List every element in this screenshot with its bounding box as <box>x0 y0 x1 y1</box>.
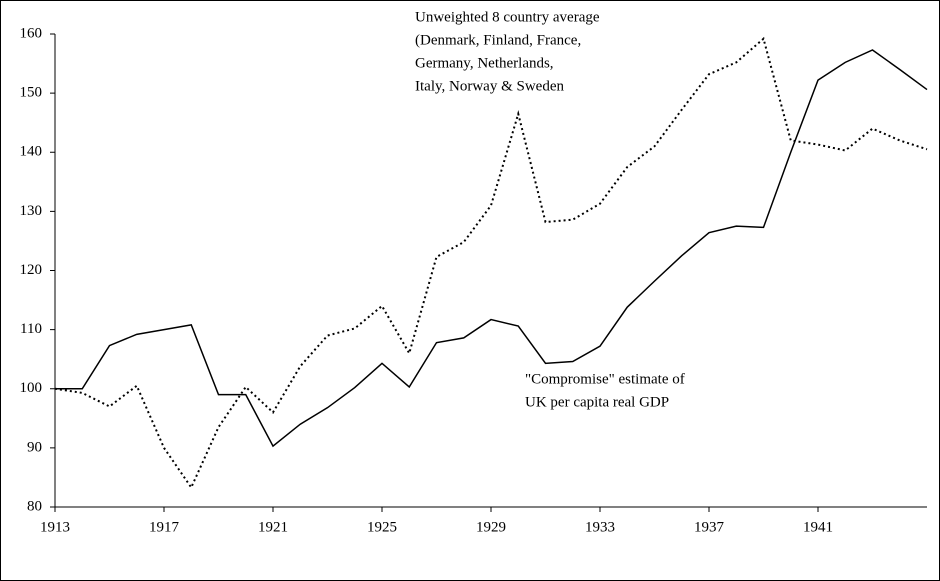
series-line <box>55 49 928 448</box>
annotation: UK per capita real GDP <box>525 394 669 410</box>
y-tick-label: 130 <box>20 203 43 219</box>
y-tick-label: 120 <box>20 262 43 278</box>
x-tick-label: 1913 <box>40 519 70 535</box>
y-tick-label: 90 <box>27 439 42 455</box>
annotation: "Compromise" estimate of <box>525 371 685 387</box>
annotation: Germany, Netherlands, <box>415 55 554 71</box>
annotation: Italy, Norway & Sweden <box>415 78 564 94</box>
x-tick-label: 1921 <box>258 519 288 535</box>
y-tick-label: 140 <box>20 144 43 160</box>
annotation: (Denmark, Finland, France, <box>415 32 581 48</box>
y-tick-label: 160 <box>20 25 43 41</box>
y-tick-label: 150 <box>20 85 43 101</box>
x-tick-label: 1917 <box>149 519 180 535</box>
annotation: Unweighted 8 country average <box>415 9 600 25</box>
x-tick-label: 1933 <box>585 519 615 535</box>
y-tick-label: 80 <box>27 498 42 514</box>
x-tick-label: 1929 <box>476 519 506 535</box>
y-tick-label: 100 <box>20 380 43 396</box>
x-tick-label: 1941 <box>803 519 833 535</box>
series-line <box>54 36 928 490</box>
x-tick-label: 1925 <box>367 519 397 535</box>
y-tick-label: 110 <box>20 321 42 337</box>
x-tick-label: 1937 <box>694 519 725 535</box>
